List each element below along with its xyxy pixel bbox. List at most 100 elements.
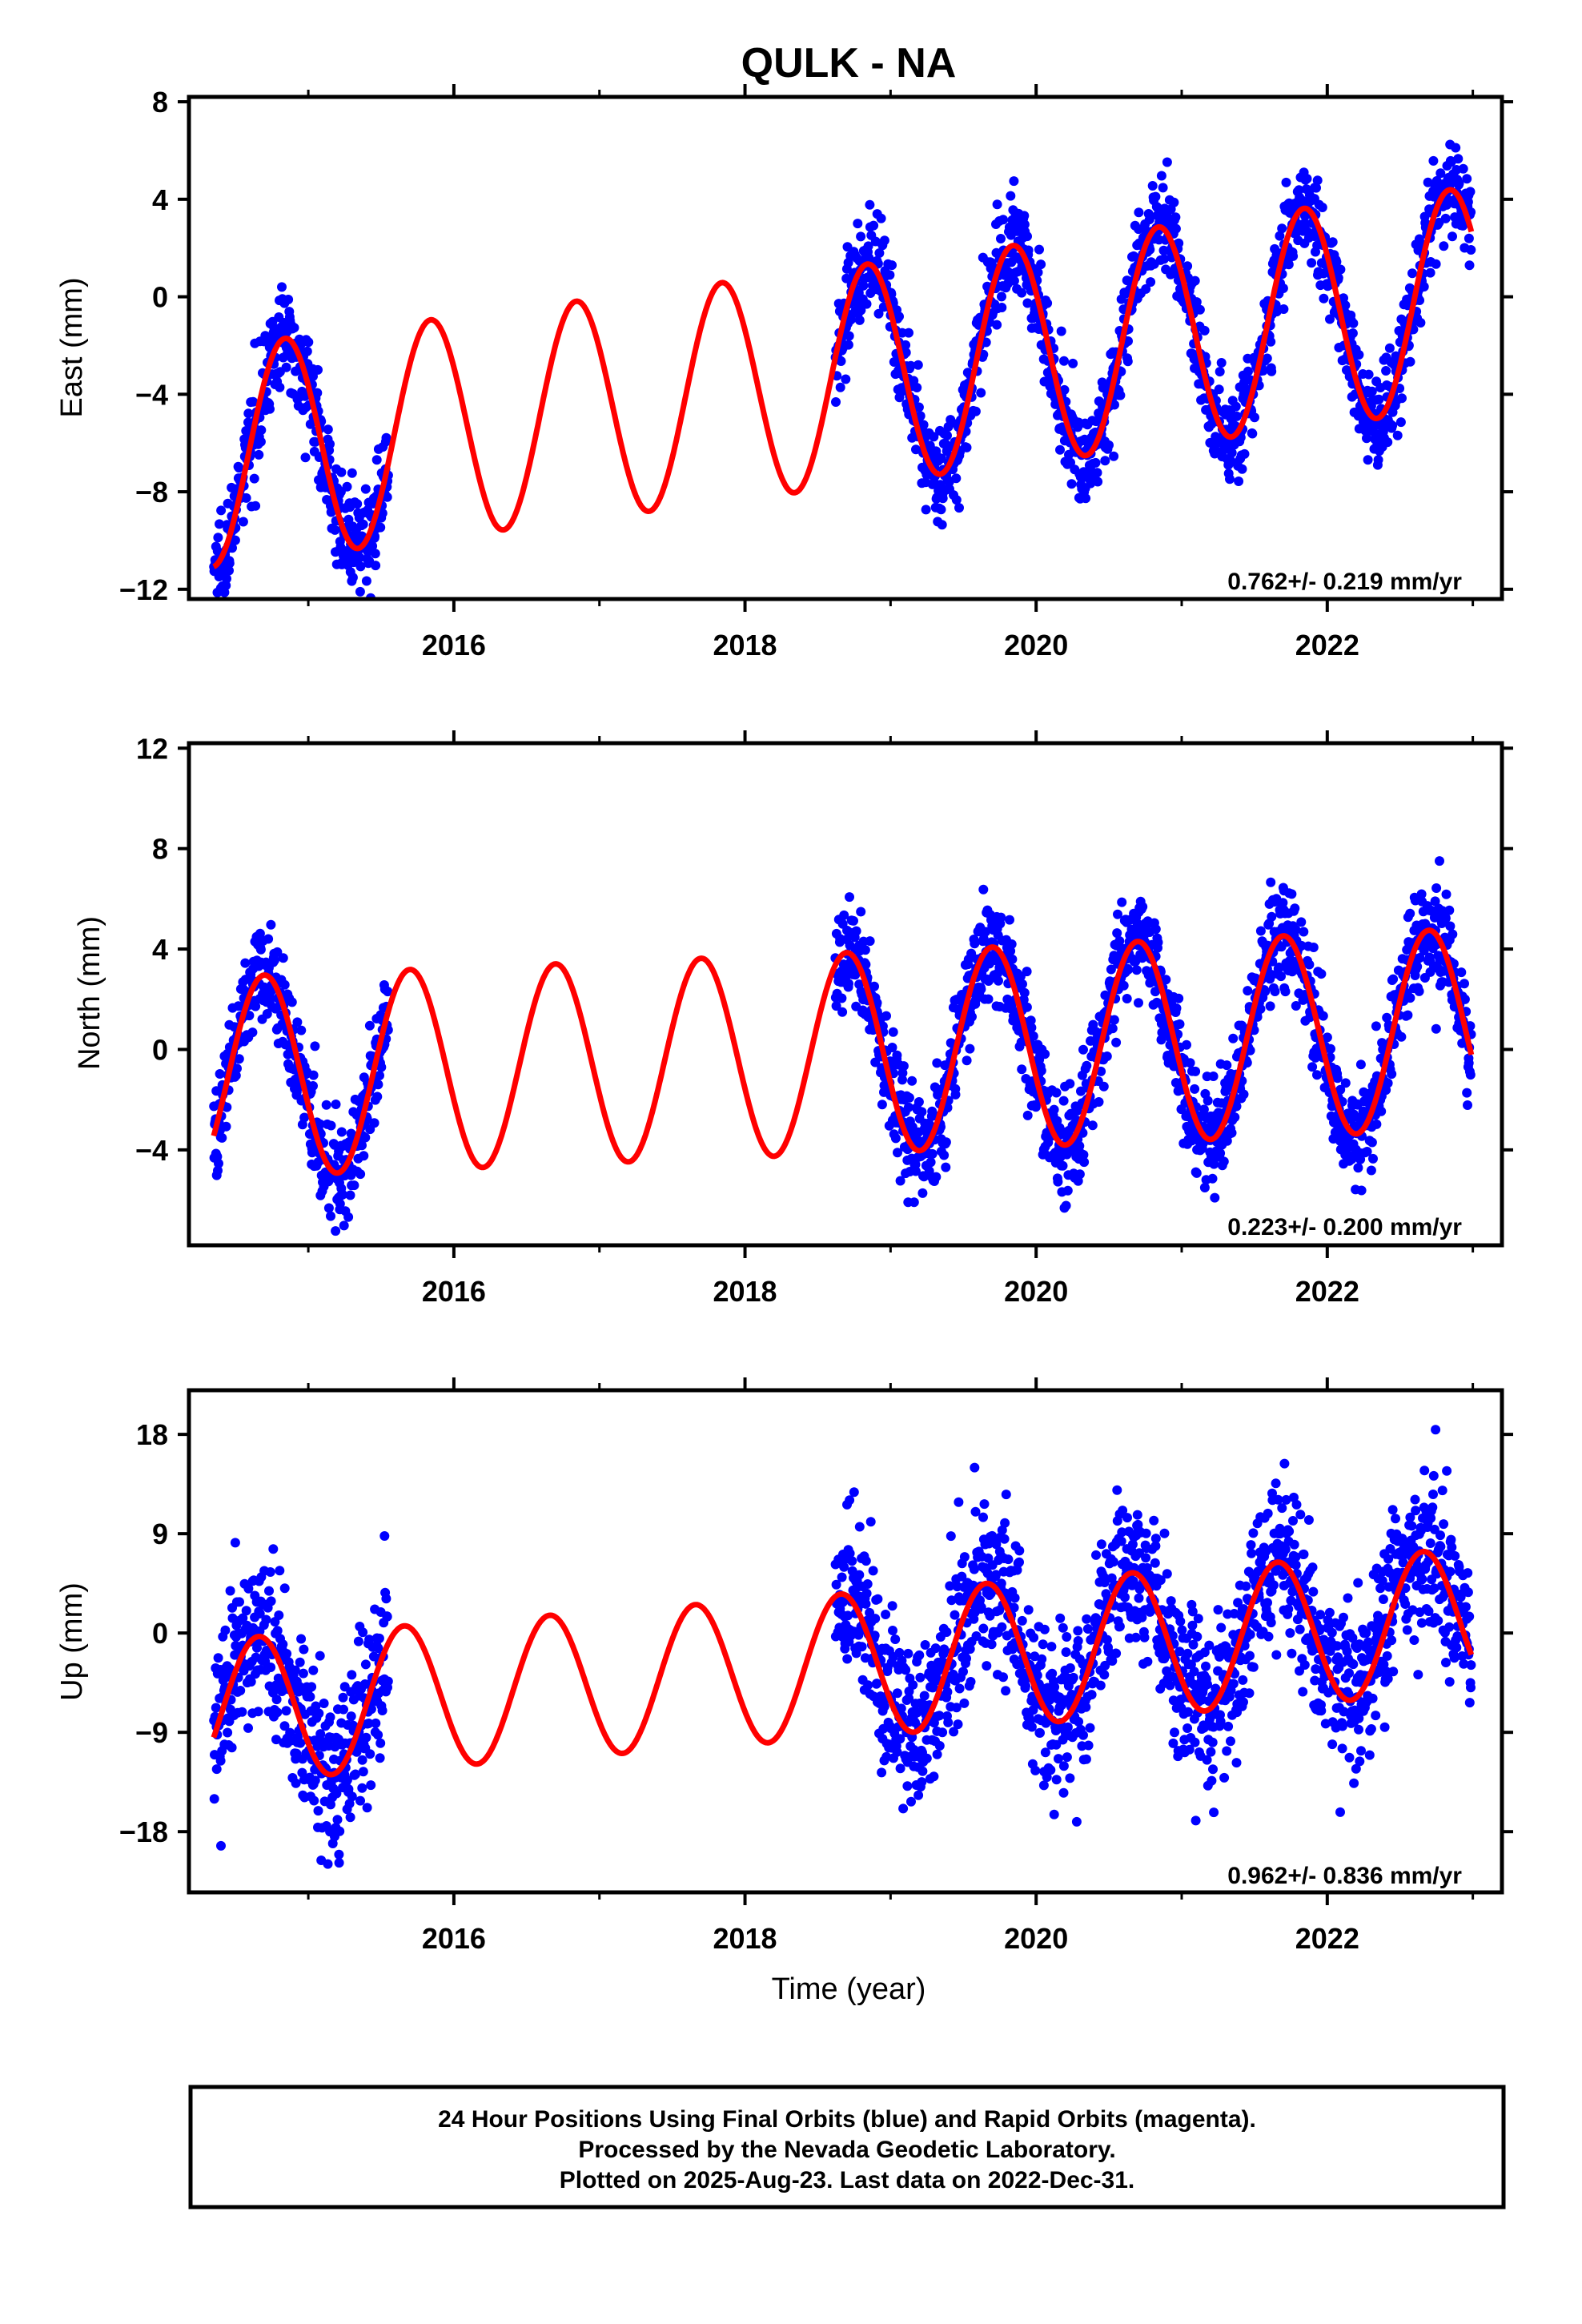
data-point bbox=[982, 1661, 992, 1671]
data-point bbox=[1059, 356, 1069, 366]
data-point bbox=[1007, 954, 1018, 964]
data-point bbox=[837, 993, 847, 1003]
data-point bbox=[338, 1692, 348, 1703]
data-point bbox=[1445, 921, 1456, 931]
data-point bbox=[1055, 444, 1065, 455]
data-point bbox=[921, 505, 931, 515]
data-point bbox=[1036, 259, 1046, 270]
data-point bbox=[992, 199, 1002, 210]
data-point bbox=[1207, 1173, 1218, 1184]
data-point bbox=[1250, 412, 1259, 423]
data-point bbox=[289, 323, 299, 333]
data-point bbox=[361, 1732, 371, 1743]
data-point bbox=[357, 1140, 367, 1151]
data-point bbox=[1317, 203, 1327, 212]
data-point bbox=[854, 1522, 865, 1532]
data-point bbox=[334, 1858, 344, 1868]
data-point bbox=[997, 1622, 1007, 1632]
data-point bbox=[234, 1054, 244, 1064]
data-point bbox=[222, 573, 231, 584]
data-point bbox=[1098, 1081, 1109, 1092]
data-point bbox=[1174, 238, 1184, 248]
data-point bbox=[861, 1598, 871, 1609]
data-point bbox=[369, 1118, 379, 1128]
data-point bbox=[1405, 908, 1415, 919]
data-point bbox=[861, 299, 872, 309]
data-point bbox=[969, 1564, 979, 1574]
data-point bbox=[917, 1777, 927, 1787]
x-tick-label: 2018 bbox=[713, 1275, 777, 1308]
data-point bbox=[299, 1644, 309, 1655]
data-point bbox=[1311, 183, 1321, 193]
data-point bbox=[1262, 353, 1272, 364]
data-point bbox=[234, 463, 244, 473]
data-point bbox=[1376, 1106, 1387, 1116]
data-point bbox=[837, 1572, 847, 1582]
data-point bbox=[1129, 251, 1138, 261]
data-point bbox=[235, 1686, 246, 1695]
data-point bbox=[962, 442, 972, 452]
data-point bbox=[251, 1001, 261, 1011]
data-point bbox=[873, 1594, 883, 1604]
data-point bbox=[1275, 231, 1285, 241]
data-point bbox=[937, 520, 947, 530]
data-point bbox=[1304, 959, 1315, 970]
x-tick-label: 2016 bbox=[422, 1275, 486, 1308]
data-point bbox=[1185, 1058, 1195, 1068]
data-point bbox=[831, 397, 841, 407]
data-point bbox=[992, 320, 1002, 330]
east-model-curve bbox=[212, 187, 1475, 569]
data-point bbox=[1022, 298, 1033, 308]
data-point bbox=[375, 1738, 386, 1748]
data-point bbox=[1099, 1670, 1110, 1680]
data-point bbox=[355, 586, 365, 597]
data-point bbox=[244, 1011, 255, 1021]
data-point bbox=[1029, 1632, 1039, 1642]
data-point bbox=[1464, 1058, 1474, 1068]
data-point bbox=[1294, 185, 1304, 195]
data-point bbox=[917, 1766, 928, 1776]
data-point bbox=[839, 910, 849, 920]
data-point bbox=[1227, 1128, 1237, 1138]
data-point bbox=[353, 1636, 363, 1647]
data-point bbox=[237, 1707, 247, 1717]
data-point bbox=[1255, 926, 1266, 936]
data-point bbox=[902, 1781, 913, 1791]
data-point bbox=[371, 455, 382, 465]
data-point bbox=[1210, 1192, 1220, 1203]
y-tick-label: −4 bbox=[135, 1134, 168, 1167]
data-point bbox=[1022, 1110, 1033, 1120]
data-point bbox=[1038, 1780, 1049, 1791]
data-point bbox=[1078, 1044, 1088, 1055]
data-point bbox=[349, 1180, 359, 1191]
data-point bbox=[1423, 177, 1433, 187]
data-point bbox=[272, 1707, 283, 1718]
data-point bbox=[323, 1859, 333, 1869]
data-point bbox=[299, 1112, 310, 1123]
x-tick-label: 2022 bbox=[1295, 629, 1359, 661]
data-point bbox=[1109, 451, 1119, 461]
data-point bbox=[1017, 1064, 1027, 1075]
data-point bbox=[1079, 1157, 1090, 1168]
data-point bbox=[1106, 964, 1116, 975]
data-point bbox=[1190, 1084, 1200, 1094]
data-point bbox=[279, 979, 290, 990]
data-point bbox=[986, 258, 997, 268]
data-point bbox=[315, 1651, 325, 1661]
data-point bbox=[1384, 343, 1395, 353]
data-point bbox=[1299, 927, 1309, 937]
data-point bbox=[1318, 1011, 1328, 1021]
data-point bbox=[1123, 964, 1134, 975]
data-point bbox=[978, 1623, 989, 1634]
data-point bbox=[917, 1107, 927, 1117]
data-point bbox=[323, 1203, 334, 1213]
data-point bbox=[1326, 1043, 1335, 1054]
data-point bbox=[1068, 1672, 1078, 1683]
data-point bbox=[1280, 987, 1291, 997]
data-point bbox=[1441, 889, 1452, 899]
data-point bbox=[1355, 1059, 1366, 1070]
data-point bbox=[374, 1633, 384, 1643]
data-point bbox=[868, 1566, 878, 1576]
data-point bbox=[279, 1583, 290, 1594]
data-point bbox=[932, 1749, 942, 1759]
